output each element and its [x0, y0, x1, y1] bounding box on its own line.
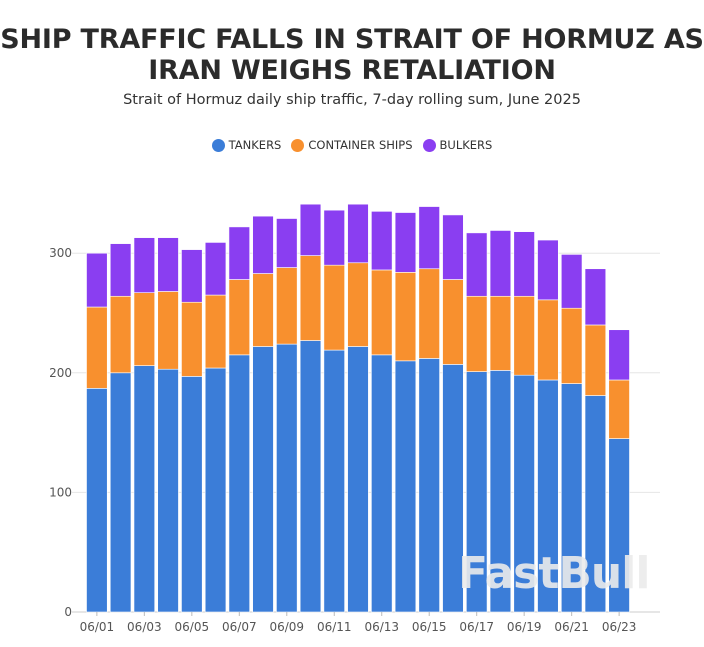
bar-container-ships-06-10	[299, 255, 322, 341]
bar-bulkers-06-17	[466, 232, 488, 297]
bar-tankers-06-13	[371, 354, 393, 613]
x-tick-label: 06/05	[175, 620, 210, 634]
bar-bulkers-06-21	[560, 254, 583, 309]
x-tick-label: 06/23	[602, 620, 637, 634]
bar-tankers-06-05	[181, 376, 203, 613]
fastbull-watermark-logo: FastBull	[458, 548, 650, 599]
bar-bulkers-06-07	[228, 226, 250, 280]
bar-tankers-06-14	[394, 360, 417, 613]
bar-container-ships-06-05	[181, 301, 203, 377]
bar-container-ships-06-04	[157, 291, 179, 370]
bar-tankers-06-12	[347, 346, 369, 613]
x-tick-label: 06/19	[507, 620, 542, 634]
stacked-bar-chart: 0 100 200 300 06/01 06/03 06/05 06/07 06/09 06/11…	[49, 203, 660, 634]
x-tick-label: 06/01	[80, 620, 115, 634]
bar-bulkers-06-04	[157, 237, 179, 292]
x-tick-label: 06/17	[459, 620, 494, 634]
bar-container-ships-06-03	[133, 292, 156, 366]
bar-container-ships-06-19	[513, 295, 535, 376]
bar-container-ships-06-12	[347, 262, 369, 347]
bar-bulkers-06-02	[109, 243, 132, 297]
bar-tankers-06-15	[418, 358, 440, 613]
x-tick-label: 06/09	[269, 620, 304, 634]
bar-bulkers-06-13	[371, 211, 393, 271]
bar-bulkers-06-06	[204, 242, 227, 296]
bar-container-ships-06-23	[608, 379, 630, 439]
y-tick-label: 0	[64, 605, 72, 619]
bar-container-ships-06-09	[276, 267, 298, 345]
bar-container-ships-06-18	[489, 295, 512, 371]
bar-container-ships-06-13	[371, 269, 393, 356]
bar-container-ships-06-06	[204, 294, 227, 369]
bar-container-ships-06-01	[86, 306, 108, 389]
bar-bulkers-06-01	[86, 252, 108, 308]
bar-container-ships-06-22	[584, 324, 607, 396]
x-tick-label: 06/07	[222, 620, 257, 634]
bar-tankers-06-10	[299, 340, 322, 613]
bar-container-ships-06-21	[560, 307, 583, 384]
legend-swatch-container-ships	[291, 138, 305, 152]
x-tick-label: 06/15	[412, 620, 447, 634]
bar-tankers-06-08	[252, 346, 274, 613]
bar-container-ships-06-16	[442, 279, 464, 365]
bar-bulkers-06-18	[489, 230, 512, 297]
bar-container-ships-06-02	[109, 295, 132, 374]
bar-bulkers-06-20	[537, 239, 559, 301]
y-tick-label: 200	[49, 366, 72, 380]
bar-bulkers-06-14	[394, 212, 417, 273]
bar-bulkers-06-11	[323, 209, 345, 266]
bar-tankers-06-09	[276, 343, 298, 613]
bar-tankers-06-02	[109, 372, 132, 613]
bar-container-ships-06-11	[323, 264, 345, 351]
y-tick-label: 100	[49, 485, 72, 499]
bar-container-ships-06-15	[418, 268, 440, 359]
bar-tankers-06-01	[86, 388, 108, 613]
x-tick-label: 06/11	[317, 620, 352, 634]
legend-item-container-ships: CONTAINER SHIPS	[291, 138, 413, 152]
chart-title: SHIP TRAFFIC FALLS IN STRAIT OF HORMUZ A…	[0, 24, 704, 86]
x-tick-label: 06/13	[364, 620, 399, 634]
bar-bulkers-06-08	[252, 215, 274, 274]
legend-label-container-ships: CONTAINER SHIPS	[308, 138, 413, 152]
x-tick-label: 06/03	[127, 620, 162, 634]
bar-bulkers-06-19	[513, 231, 535, 297]
bar-container-ships-06-07	[228, 279, 250, 356]
bar-bulkers-06-23	[608, 329, 630, 381]
chart-subtitle: Strait of Hormuz daily ship traffic, 7-d…	[123, 92, 581, 108]
bar-bulkers-06-09	[276, 218, 298, 268]
bar-tankers-06-04	[157, 368, 179, 613]
legend-label-tankers: TANKERS	[228, 138, 282, 152]
bar-container-ships-06-14	[394, 272, 417, 362]
bar-bulkers-06-15	[418, 206, 440, 270]
bar-tankers-06-07	[228, 354, 250, 613]
x-tick-label: 06/21	[554, 620, 589, 634]
bar-bulkers-06-10	[299, 203, 322, 256]
bar-bulkers-06-22	[584, 268, 607, 326]
legend-item-tankers: TANKERS	[211, 138, 282, 152]
y-tick-label: 300	[49, 246, 72, 260]
legend: TANKERS CONTAINER SHIPS BULKERS	[0, 138, 704, 152]
bar-container-ships-06-20	[537, 299, 559, 381]
bar-bulkers-06-03	[133, 237, 156, 293]
legend-swatch-tankers	[211, 138, 225, 152]
bar-bulkers-06-16	[442, 214, 464, 280]
bar-bulkers-06-05	[181, 249, 203, 303]
bar-container-ships-06-17	[466, 295, 488, 372]
bar-tankers-06-11	[323, 349, 345, 613]
legend-label-bulkers: BULKERS	[439, 138, 493, 152]
legend-item-bulkers: BULKERS	[422, 138, 493, 152]
bar-container-ships-06-08	[252, 273, 274, 347]
bar-tankers-06-03	[133, 365, 156, 613]
bar-bulkers-06-12	[347, 203, 369, 264]
bar-tankers-06-06	[204, 367, 227, 613]
legend-swatch-bulkers	[422, 138, 436, 152]
